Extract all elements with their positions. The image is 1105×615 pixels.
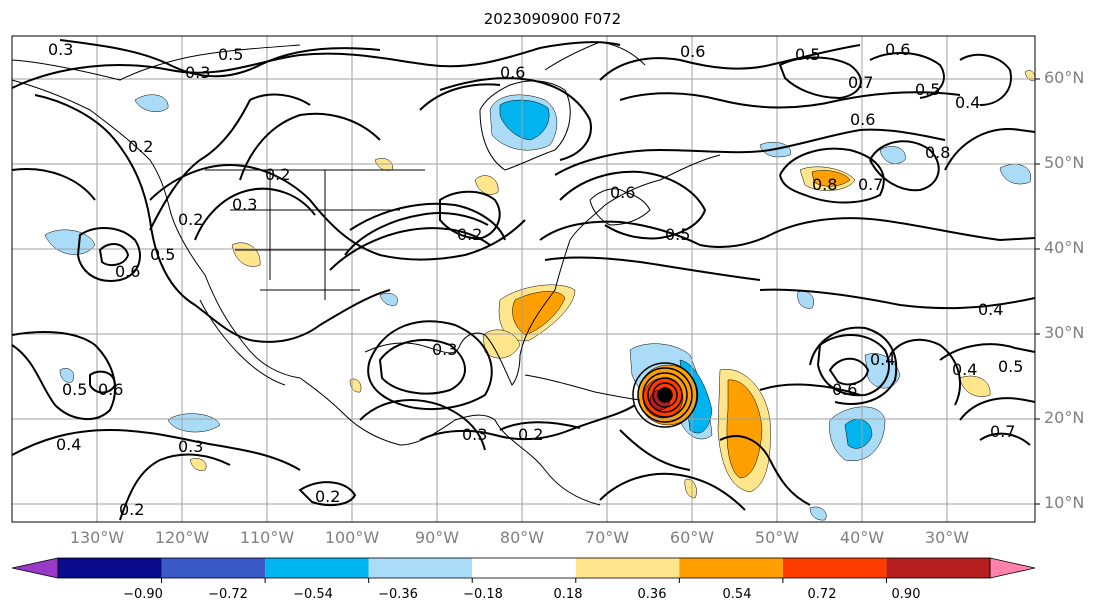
colorbar-segment — [58, 558, 162, 578]
contour-label: 0.3 — [462, 425, 487, 444]
lon-label: 70°W — [584, 528, 630, 547]
contour-label: 0.4 — [870, 350, 895, 369]
colorbar-segment — [679, 558, 783, 578]
contour-label: 0.6 — [680, 42, 705, 61]
contour-label: 0.5 — [915, 80, 940, 99]
colorbar-tick-label: 0.90 — [891, 587, 921, 602]
contour-label: 0.4 — [955, 93, 980, 112]
contour-label: 0.6 — [885, 40, 910, 59]
lon-label: 90°W — [414, 528, 460, 547]
lon-label: 130°W — [69, 528, 125, 547]
colorbar-tick-label: −0.18 — [463, 587, 503, 602]
colorbar-segment — [161, 558, 266, 578]
contour-label: 0.3 — [185, 63, 210, 82]
lon-label: 110°W — [239, 528, 295, 547]
contour-label: 0.2 — [315, 487, 340, 506]
colorbar-extend-max — [989, 557, 1036, 579]
colorbar-segment — [886, 558, 990, 578]
contour-label: 0.6 — [500, 63, 525, 82]
contour-label: 0.8 — [925, 143, 950, 162]
map-frame — [11, 35, 1036, 523]
lat-label: 40°N — [1044, 238, 1085, 257]
contour-label: 0.6 — [850, 110, 875, 129]
contour-label: 0.5 — [795, 45, 820, 64]
contour-label: 0.2 — [119, 500, 144, 519]
colorbar-tick-label: −0.36 — [378, 587, 418, 602]
contour-labels: 0.3 0.5 0.3 0.6 0.6 0.5 0.6 0.5 0.7 0.6 … — [48, 40, 1023, 519]
lon-label: 60°W — [669, 528, 715, 547]
contour-label: 0.7 — [990, 422, 1015, 441]
colorbar-frame — [57, 557, 991, 579]
contour-label: 0.3 — [432, 340, 457, 359]
lat-label: 50°N — [1044, 153, 1085, 172]
lon-label: 100°W — [324, 528, 380, 547]
lat-label: 20°N — [1044, 408, 1085, 427]
contour-label: 0.4 — [978, 300, 1003, 319]
contour-label: 0.5 — [62, 380, 87, 399]
contour-label: 0.5 — [665, 225, 690, 244]
colorbar-tick-label: −0.54 — [293, 587, 333, 602]
lat-label: 60°N — [1044, 68, 1085, 87]
contour-label: 0.4 — [952, 360, 977, 379]
colorbar-tick-label: 0.72 — [807, 587, 837, 602]
contour-label: 0.8 — [812, 175, 837, 194]
contour-label: 0.7 — [848, 73, 873, 92]
colorbar-segment — [782, 558, 887, 578]
colorbar-tick-label: 0.36 — [637, 587, 667, 602]
colorbar-segment — [472, 558, 576, 578]
lat-ticks — [1035, 78, 1040, 505]
lon-label: 30°W — [924, 528, 970, 547]
contour-label: 0.2 — [178, 210, 203, 229]
colorbar-tick-label: −0.72 — [208, 587, 248, 602]
contour-label: 0.5 — [150, 245, 175, 264]
contour-label: 0.2 — [128, 137, 153, 156]
contour-label: 0.6 — [610, 183, 635, 202]
contour-label: 0.6 — [832, 380, 857, 399]
contour-label: 0.4 — [56, 435, 81, 454]
colorbar-tick-label: −0.90 — [123, 587, 163, 602]
colorbar-segment — [368, 558, 473, 578]
lon-label: 40°W — [839, 528, 885, 547]
contour-label: 0.5 — [218, 45, 243, 64]
contour-label: 0.5 — [998, 357, 1023, 376]
hurricane-contours — [632, 362, 698, 428]
contour-label: 0.6 — [115, 262, 140, 281]
lon-label: 80°W — [499, 528, 545, 547]
lon-label: 50°W — [754, 528, 800, 547]
colorbar-tick-label: 0.54 — [722, 587, 752, 602]
contour-label: 0.6 — [98, 380, 123, 399]
contour-label: 0.3 — [48, 40, 73, 59]
contours — [11, 39, 1036, 521]
contour-label: 0.2 — [265, 165, 290, 184]
map-title: 2023090900 F072 — [483, 10, 622, 28]
colorbar-tick-label: 0.18 — [553, 587, 583, 602]
contour-label: 0.3 — [232, 195, 257, 214]
lon-label: 120°W — [154, 528, 210, 547]
lat-label: 30°N — [1044, 323, 1085, 342]
lat-label: 10°N — [1044, 493, 1085, 512]
contour-label: 0.3 — [178, 437, 203, 456]
colorbar-extend-min — [11, 557, 59, 579]
colorbar-segment — [265, 558, 369, 578]
contour-label: 0.2 — [518, 425, 543, 444]
contour-label: 0.2 — [457, 225, 482, 244]
contour-label: 0.7 — [858, 175, 883, 194]
colorbar-segment — [575, 558, 680, 578]
